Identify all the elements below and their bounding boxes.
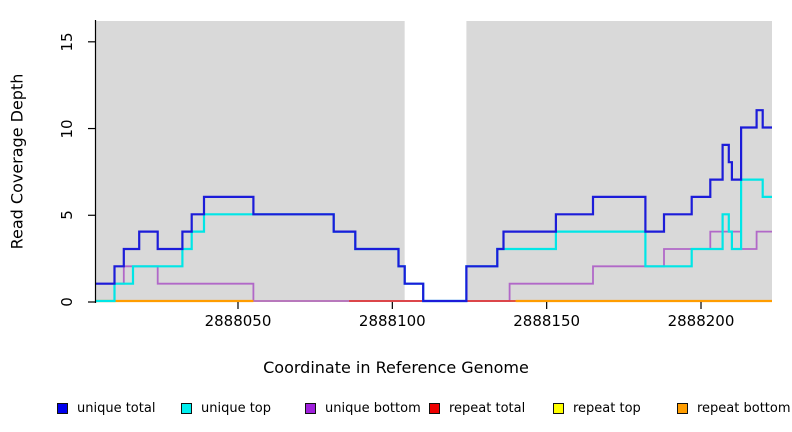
legend-swatch-repeat-bottom: [677, 402, 688, 414]
legend-item-unique-top: unique top: [181, 397, 271, 419]
legend-swatch-unique-top: [181, 402, 192, 414]
legend-label: repeat total: [449, 400, 526, 416]
legend-label: repeat bottom: [697, 400, 791, 416]
no-data-region: [404, 21, 467, 302]
y-tick-label: 10: [58, 118, 76, 139]
y-tick-label: 0: [58, 297, 76, 307]
legend-swatch-repeat-top: [553, 402, 564, 414]
legend-item-unique-total: unique total: [57, 397, 155, 419]
legend-swatch-unique-total: [57, 402, 68, 414]
plot-canvas: [88, 20, 772, 309]
legend: unique total unique top unique bottom repea…: [0, 397, 792, 421]
x-tick-label: 2888100: [358, 312, 426, 330]
legend-swatch-repeat-total: [429, 402, 440, 414]
legend-label: unique top: [201, 400, 272, 416]
x-tick-label: 2888200: [667, 312, 735, 330]
x-tick-label: 2888150: [513, 312, 581, 330]
series-line-unique-total: [96, 109, 772, 303]
legend-item-repeat-top: repeat top: [553, 397, 641, 419]
x-tick-label: 2888050: [204, 312, 272, 330]
legend-label: unique bottom: [325, 400, 421, 416]
legend-label: unique total: [77, 400, 156, 416]
y-tick-label: 15: [58, 32, 76, 52]
legend-swatch-unique-bottom: [305, 402, 316, 414]
x-axis-title: Coordinate in Reference Genome: [263, 358, 529, 377]
y-axis-title: Read Coverage Depth: [7, 73, 27, 250]
y-tick-label: 5: [58, 210, 76, 221]
legend-label: repeat top: [573, 400, 641, 416]
legend-item-repeat-total: repeat total: [429, 397, 525, 419]
legend-item-unique-bottom: unique bottom: [305, 397, 421, 419]
legend-item-repeat-bottom: repeat bottom: [677, 397, 791, 419]
